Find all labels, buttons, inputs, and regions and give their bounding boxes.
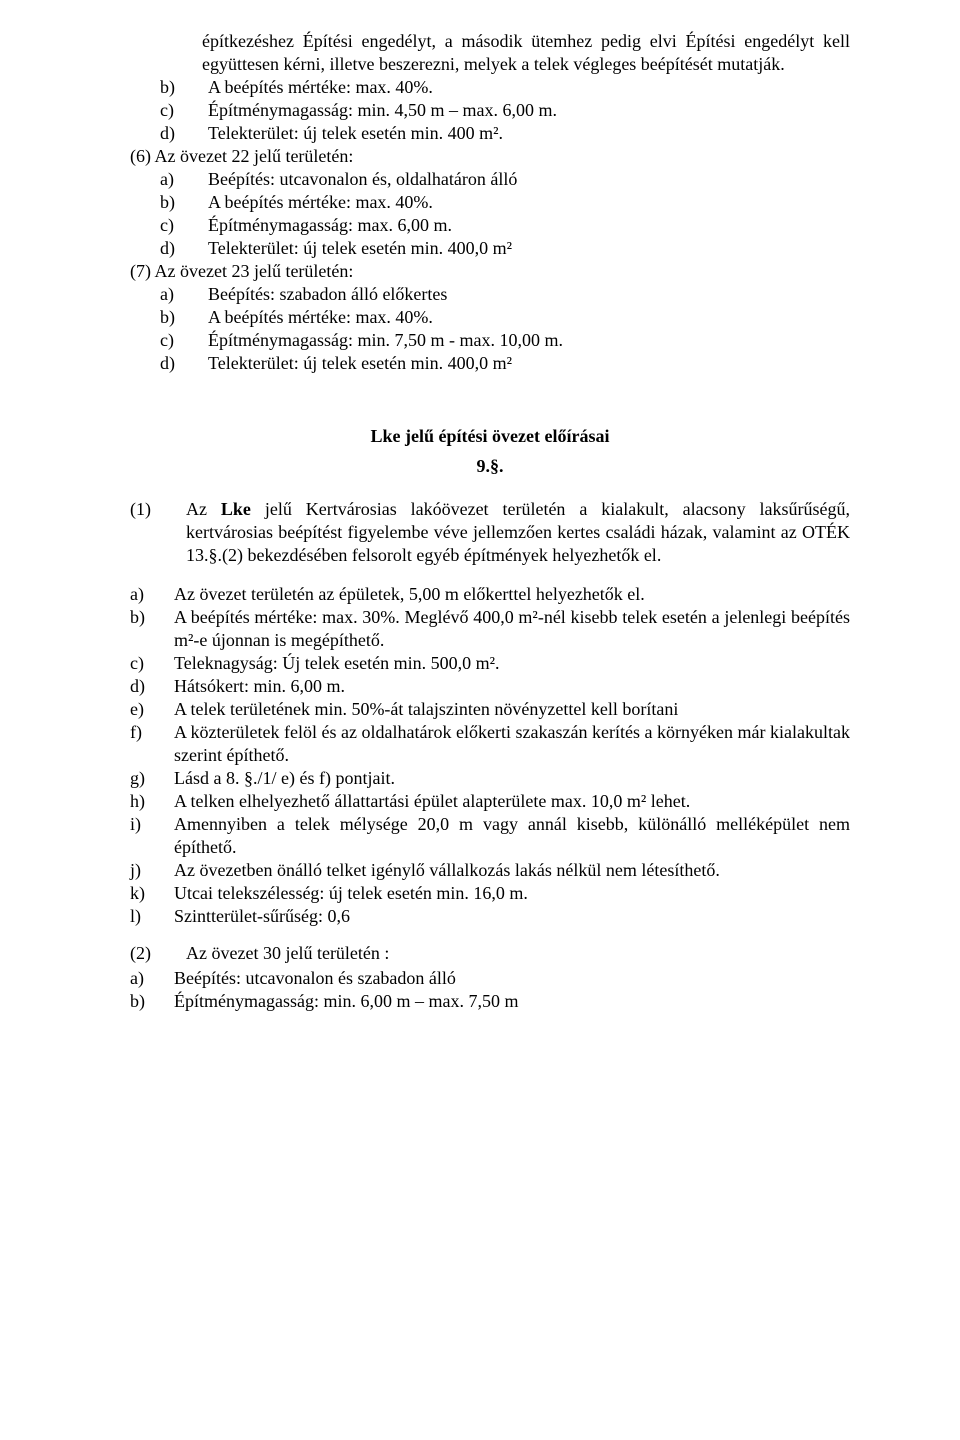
item-label: a)	[130, 168, 208, 191]
list-item: f) A közterületek felöl és az oldalhatár…	[130, 721, 850, 767]
list-item: c) Építménymagasság: max. 6,00 m.	[130, 214, 850, 237]
item-text: A beépítés mértéke: max. 40%.	[208, 191, 850, 214]
item-text: Teleknagyság: Új telek esetén min. 500,0…	[174, 652, 850, 675]
list-item: a) Beépítés: utcavonalon és szabadon áll…	[130, 967, 850, 990]
item-text: Telekterület: új telek esetén min. 400,0…	[208, 352, 850, 375]
item-label: k)	[130, 882, 174, 905]
item-text: A beépítés mértéke: max. 40%.	[208, 306, 850, 329]
item-label: c)	[130, 329, 208, 352]
item-text: Az övezet területén az épületek, 5,00 m …	[174, 583, 850, 606]
item-label: j)	[130, 859, 174, 882]
item-label: l)	[130, 905, 174, 928]
item-text: Hátsókert: min. 6,00 m.	[174, 675, 850, 698]
list-item: g) Lásd a 8. §./1/ e) és f) pontjait.	[130, 767, 850, 790]
list-item: d) Telekterület: új telek esetén min. 40…	[130, 352, 850, 375]
item-text: Építménymagasság: min. 4,50 m – max. 6,0…	[208, 99, 850, 122]
item-text: A telken elhelyezhető állattartási épüle…	[174, 790, 850, 813]
list-item: b) A beépítés mértéke: max. 40%.	[130, 191, 850, 214]
item-text: Amennyiben a telek mélysége 20,0 m vagy …	[174, 813, 850, 859]
list-item: b) Építménymagasság: min. 6,00 m – max. …	[130, 990, 850, 1013]
item-label: b)	[130, 191, 208, 214]
item-label: f)	[130, 721, 174, 767]
list-item: c) Építménymagasság: min. 4,50 m – max. …	[130, 99, 850, 122]
item-text: Építménymagasság: min. 7,50 m - max. 10,…	[208, 329, 850, 352]
paragraph-2: (2) Az övezet 30 jelű területén :	[130, 942, 850, 965]
section-title: Lke jelű építési övezet előírásai	[130, 425, 850, 448]
group-6-head: (6) Az övezet 22 jelű területén:	[130, 145, 850, 168]
item-label: b)	[130, 606, 174, 652]
item-text: A beépítés mértéke: max. 40%.	[208, 76, 850, 99]
item-text: Építménymagasság: min. 6,00 m – max. 7,5…	[174, 990, 850, 1013]
para-label: (1)	[130, 498, 186, 567]
abc-list: a) Az övezet területén az épületek, 5,00…	[130, 583, 850, 928]
p2-list: a) Beépítés: utcavonalon és szabadon áll…	[130, 967, 850, 1013]
list-item: h) A telken elhelyezhető állattartási ép…	[130, 790, 850, 813]
item-label: c)	[130, 652, 174, 675]
para-label: (2)	[130, 942, 186, 965]
item-label: d)	[130, 122, 208, 145]
list-item: c) Építménymagasság: min. 7,50 m - max. …	[130, 329, 850, 352]
para-text: Az Lke jelű Kertvárosias lakóövezet terü…	[186, 498, 850, 567]
item-label: b)	[130, 76, 208, 99]
item-label: d)	[130, 675, 174, 698]
item-text: Beépítés: utcavonalon és, oldalhatáron á…	[208, 168, 850, 191]
list-item: b) A beépítés mértéke: max. 30%. Meglévő…	[130, 606, 850, 652]
item-label: h)	[130, 790, 174, 813]
item-text: Telekterület: új telek esetén min. 400,0…	[208, 237, 850, 260]
item-text: Építménymagasság: max. 6,00 m.	[208, 214, 850, 237]
item-text: Beépítés: szabadon álló előkertes	[208, 283, 850, 306]
para-text: Az övezet 30 jelű területén :	[186, 942, 850, 965]
list-item: a) Az övezet területén az épületek, 5,00…	[130, 583, 850, 606]
list-item: i) Amennyiben a telek mélysége 20,0 m va…	[130, 813, 850, 859]
item-label: b)	[130, 306, 208, 329]
item-label: d)	[130, 237, 208, 260]
item-label: c)	[130, 214, 208, 237]
item-text: Az övezetben önálló telket igénylő válla…	[174, 859, 850, 882]
para-text-bold: Lke	[221, 499, 251, 519]
item-label: a)	[130, 583, 174, 606]
item-text: A beépítés mértéke: max. 30%. Meglévő 40…	[174, 606, 850, 652]
list-item: k) Utcai telekszélesség: új telek esetén…	[130, 882, 850, 905]
list-item: e) A telek területének min. 50%-át talaj…	[130, 698, 850, 721]
item-text: Lásd a 8. §./1/ e) és f) pontjait.	[174, 767, 850, 790]
item-label: c)	[130, 99, 208, 122]
list-item: j) Az övezetben önálló telket igénylő vá…	[130, 859, 850, 882]
item-label: e)	[130, 698, 174, 721]
list-item: b) A beépítés mértéke: max. 40%.	[130, 306, 850, 329]
item-label: b)	[130, 990, 174, 1013]
para-text-pre: Az	[186, 499, 221, 519]
paragraph-1: (1) Az Lke jelű Kertvárosias lakóövezet …	[130, 498, 850, 567]
list-item: l) Szintterület-sűrűség: 0,6	[130, 905, 850, 928]
item-label: a)	[130, 967, 174, 990]
item-text: Utcai telekszélesség: új telek esetén mi…	[174, 882, 850, 905]
list-item: d) Telekterület: új telek esetén min. 40…	[130, 237, 850, 260]
list-item: b) A beépítés mértéke: max. 40%.	[130, 76, 850, 99]
item-label: g)	[130, 767, 174, 790]
item-text: Beépítés: utcavonalon és szabadon álló	[174, 967, 850, 990]
list-item: a) Beépítés: szabadon álló előkertes	[130, 283, 850, 306]
list-item: d) Hátsókert: min. 6,00 m.	[130, 675, 850, 698]
item-text: A telek területének min. 50%-át talajszi…	[174, 698, 850, 721]
intro-paragraph: építkezéshez Építési engedélyt, a másodi…	[130, 30, 850, 76]
item-label: i)	[130, 813, 174, 859]
para-text-post: jelű Kertvárosias lakóövezet területén a…	[186, 499, 850, 565]
document-page: építkezéshez Építési engedélyt, a másodi…	[0, 0, 960, 1440]
list-item: c) Teleknagyság: Új telek esetén min. 50…	[130, 652, 850, 675]
item-text: Szintterület-sűrűség: 0,6	[174, 905, 850, 928]
item-text: A közterületek felöl és az oldalhatárok …	[174, 721, 850, 767]
list-item: a) Beépítés: utcavonalon és, oldalhatáro…	[130, 168, 850, 191]
item-label: a)	[130, 283, 208, 306]
group-7-head: (7) Az övezet 23 jelű területén:	[130, 260, 850, 283]
section-number: 9.§.	[130, 455, 850, 478]
item-text: Telekterület: új telek esetén min. 400 m…	[208, 122, 850, 145]
list-item: d) Telekterület: új telek esetén min. 40…	[130, 122, 850, 145]
item-label: d)	[130, 352, 208, 375]
